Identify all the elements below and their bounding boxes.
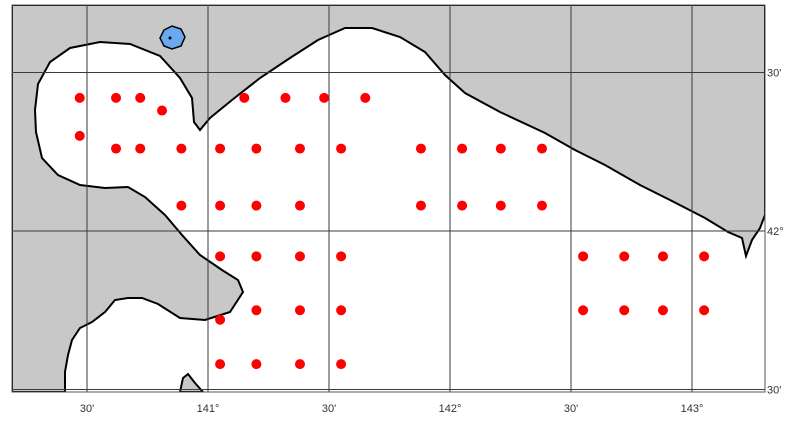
- station-point-9: [111, 143, 122, 154]
- station-point-17: [457, 143, 468, 154]
- station-point-34: [657, 251, 668, 262]
- station-point-4: [239, 92, 250, 103]
- lat-tick-label-0: 30': [767, 68, 781, 80]
- station-point-24: [415, 200, 426, 211]
- station-point-1: [111, 92, 122, 103]
- station-point-39: [336, 305, 347, 316]
- station-point-31: [336, 251, 347, 262]
- longitude-tick-labels: 30' 141° 30' 142° 30' 143°: [80, 403, 704, 415]
- station-point-11: [176, 143, 187, 154]
- station-point-35: [699, 251, 710, 262]
- station-point-3: [157, 105, 168, 116]
- lake-icon: [159, 25, 186, 50]
- hokkaido-land: [12, 5, 765, 392]
- lon-tick-label-3: 142°: [439, 403, 462, 415]
- lon-tick-label-5: 143°: [681, 403, 704, 415]
- station-point-20: [176, 200, 187, 211]
- station-point-19: [536, 143, 547, 154]
- station-point-44: [215, 359, 226, 370]
- station-point-7: [360, 92, 371, 103]
- latitude-tick-labels: 30' 42° 30': [767, 68, 784, 397]
- station-point-23: [294, 200, 305, 211]
- lon-tick-label-1: 141°: [197, 403, 220, 415]
- lon-tick-label-4: 30': [564, 403, 578, 415]
- station-point-42: [657, 305, 668, 316]
- station-point-10: [135, 143, 146, 154]
- station-point-33: [619, 251, 630, 262]
- station-point-25: [457, 200, 468, 211]
- station-point-14: [294, 143, 305, 154]
- lon-tick-label-2: 30': [322, 403, 336, 415]
- station-point-15: [336, 143, 347, 154]
- station-point-46: [294, 359, 305, 370]
- station-point-30: [294, 251, 305, 262]
- lat-tick-label-1: 42°: [767, 226, 784, 238]
- station-point-5: [280, 92, 291, 103]
- station-point-47: [336, 359, 347, 370]
- stations-layer: [74, 92, 710, 370]
- station-point-29: [251, 251, 262, 262]
- map-frame: [11, 4, 766, 393]
- station-point-16: [415, 143, 426, 154]
- honshu-land: [178, 372, 205, 392]
- station-point-22: [251, 200, 262, 211]
- station-point-2: [135, 92, 146, 103]
- station-point-26: [495, 200, 506, 211]
- station-point-6: [319, 92, 330, 103]
- station-point-27: [536, 200, 547, 211]
- graticule: [12, 5, 765, 392]
- station-point-12: [215, 143, 226, 154]
- station-point-28: [215, 251, 226, 262]
- lat-tick-label-2: 30': [767, 385, 781, 397]
- station-point-45: [251, 359, 262, 370]
- station-point-8: [74, 130, 85, 141]
- station-point-36: [215, 314, 226, 325]
- station-point-13: [251, 143, 262, 154]
- station-point-21: [215, 200, 226, 211]
- station-point-38: [294, 305, 305, 316]
- station-point-40: [578, 305, 589, 316]
- station-point-43: [699, 305, 710, 316]
- station-point-37: [251, 305, 262, 316]
- station-point-0: [74, 92, 85, 103]
- station-point-18: [495, 143, 506, 154]
- lon-tick-label-0: 30': [80, 403, 94, 415]
- station-point-41: [619, 305, 630, 316]
- station-point-32: [578, 251, 589, 262]
